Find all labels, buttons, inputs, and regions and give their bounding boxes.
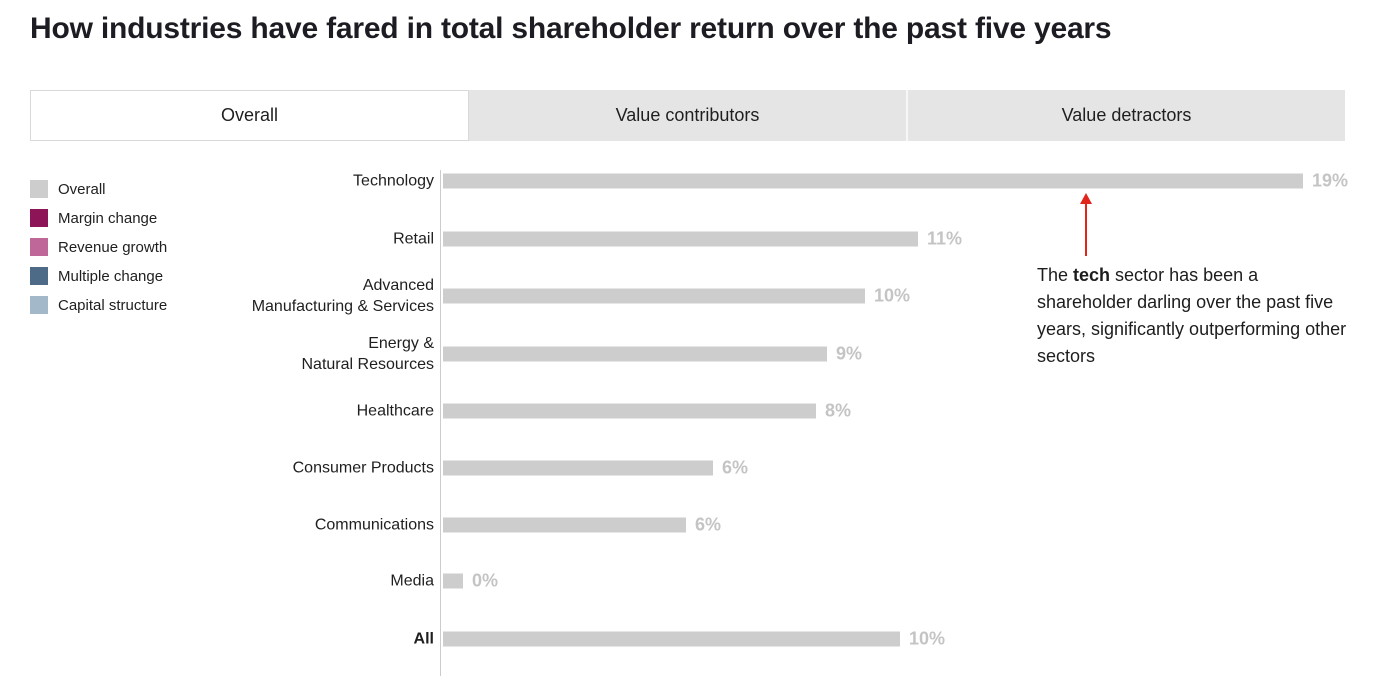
bar-row: Energy & Natural Resources 9% [0,326,1390,382]
bar-row: Consumer Products 6% [0,440,1390,496]
y-axis-line [440,170,441,676]
legend-swatch-icon [30,180,48,198]
page-title: How industries have fared in total share… [30,12,1112,45]
bar-value-label: 11% [927,228,963,249]
bar-row: Retail 11% [0,211,1390,267]
legend-swatch-icon [30,296,48,314]
legend-item: Multiple change [30,267,167,285]
tab-bar: Overall Value contributors Value detract… [30,90,1345,141]
bar [443,288,865,304]
category-label: Communications [314,516,434,534]
bar-value-label: 6% [722,457,749,478]
legend-item: Capital structure [30,296,167,314]
bar-value-label: 6% [695,514,722,535]
arrow-head [1080,193,1092,204]
category-label: All [413,630,434,648]
bar-value-label: 19% [1312,170,1349,191]
bar [443,631,900,647]
bar [443,460,713,476]
bar [443,173,1303,189]
category-label: Retail [393,230,434,248]
bar-value-label: 9% [836,343,863,364]
bar-value-label: 10% [909,628,946,649]
chart-legend: Overall Margin change Revenue growth Mul… [30,180,167,325]
category-label: Technology [353,172,434,190]
legend-swatch-icon [30,267,48,285]
tab-value-contributors[interactable]: Value contributors [469,90,906,141]
legend-item: Revenue growth [30,238,167,256]
category-label: Healthcare [356,402,434,420]
annotation-arrow-icon [1079,193,1093,256]
annotation-callout: The tech sector has been a shareholder d… [1037,262,1349,370]
bar-row: All 10% [0,611,1390,667]
legend-swatch-icon [30,238,48,256]
legend-item-label: Revenue growth [58,238,168,256]
bar-value-label: 0% [472,570,499,591]
legend-item-label: Capital structure [58,296,168,314]
legend-item-label: Multiple change [58,267,164,285]
annotation-bold-word: tech [1073,265,1111,285]
annotation-suffix: sector has been a shareholder darling ov… [1037,265,1347,366]
bar-row: Advanced Manufacturing & Services 10% [0,268,1390,324]
annotation-prefix: The [1037,265,1074,285]
legend-item-label: Overall [58,180,106,198]
category-label: Energy & Natural Resources [301,335,435,373]
legend-item-label: Margin change [58,209,158,227]
category-label: Media [390,572,434,590]
tab-value-detractors[interactable]: Value detractors [906,90,1345,141]
bar-value-label: 10% [874,285,911,306]
bar [443,403,816,419]
bar-row: Communications 6% [0,497,1390,553]
category-label: Advanced Manufacturing & Services [251,277,434,315]
legend-item: Margin change [30,209,167,227]
bar [443,573,463,589]
bar-row: Healthcare 8% [0,383,1390,439]
legend-swatch-icon [30,209,48,227]
bar [443,231,918,247]
bar-row: Technology 19% [0,153,1390,209]
legend-item: Overall [30,180,167,198]
bar-value-label: 8% [825,400,852,421]
bar-row: Media 0% [0,553,1390,609]
bar [443,346,827,362]
arrow-shaft [1085,201,1087,256]
bar [443,517,686,533]
tab-overall[interactable]: Overall [30,90,469,141]
category-label: Consumer Products [292,459,434,477]
